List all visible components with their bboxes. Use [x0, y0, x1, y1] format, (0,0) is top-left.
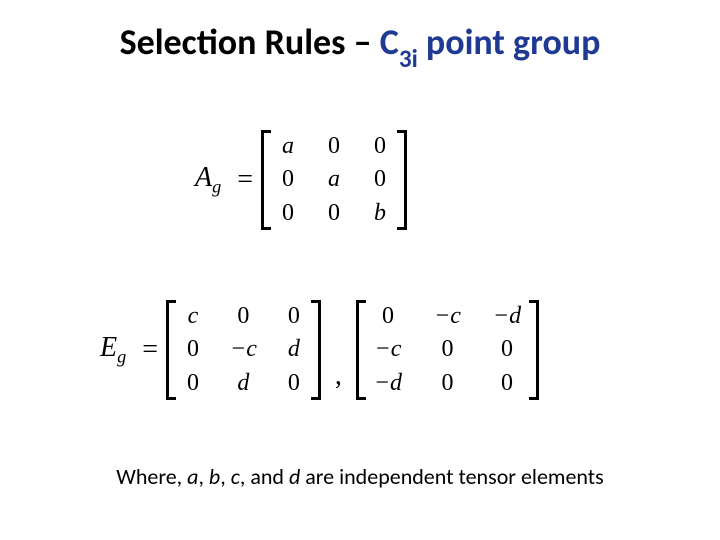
- slide-title: Selection Rules – C3i point group: [0, 20, 720, 69]
- eg-matrix-2: 0 −c −d −c 0 0 −d 0 0: [356, 300, 539, 400]
- cell: 0: [230, 303, 257, 330]
- eg-matrix-1: c 0 0 0 −c d 0 d 0: [166, 300, 321, 400]
- right-bracket: [395, 130, 407, 230]
- cell: 0: [279, 200, 297, 227]
- cell: 0: [285, 370, 303, 397]
- footer-text: Where, a, b, c, and d are independent te…: [0, 463, 720, 490]
- cell: −c: [230, 336, 257, 363]
- eg-lhs: Eg: [100, 332, 126, 368]
- cell: 0: [325, 200, 343, 227]
- cell: 0: [493, 336, 521, 363]
- cell: −d: [493, 303, 521, 330]
- right-bracket: [527, 300, 539, 400]
- eg-m2-cells: 0 −c −d −c 0 0 −d 0 0: [368, 300, 527, 400]
- title-prefix: Selection Rules –: [120, 20, 380, 64]
- cell: 0: [493, 370, 521, 397]
- footer-sep: , and: [240, 463, 289, 490]
- ag-cells: a 0 0 0 a 0 0 0 b: [273, 130, 395, 230]
- equals-sign: =: [142, 334, 158, 366]
- cell: 0: [371, 166, 389, 193]
- title-subscript: 3i: [399, 43, 418, 74]
- cell: 0: [325, 133, 343, 160]
- left-bracket: [261, 130, 273, 230]
- comma-separator: ,: [335, 360, 342, 400]
- ag-symbol: A: [195, 162, 212, 193]
- footer-d: d: [289, 463, 300, 490]
- cell: a: [279, 133, 297, 160]
- ag-equation: Ag = a 0 0 0 a 0 0 0 b: [195, 130, 407, 230]
- footer-sep: ,: [198, 463, 208, 490]
- title-suffix: point group: [418, 20, 601, 64]
- eg-subscript: g: [117, 347, 126, 367]
- cell: 0: [184, 370, 202, 397]
- cell: −d: [374, 370, 402, 397]
- cell: b: [371, 200, 389, 227]
- cell: 0: [434, 336, 461, 363]
- left-bracket: [356, 300, 368, 400]
- ag-matrix: a 0 0 0 a 0 0 0 b: [261, 130, 407, 230]
- cell: 0: [374, 303, 402, 330]
- title-symbol: C3i point group: [380, 20, 601, 64]
- equals-sign: =: [237, 164, 253, 196]
- cell: 0: [434, 370, 461, 397]
- ag-subscript: g: [212, 177, 221, 197]
- cell: a: [325, 166, 343, 193]
- eg-symbol: E: [100, 332, 117, 363]
- cell: 0: [279, 166, 297, 193]
- cell: 0: [285, 303, 303, 330]
- footer-a: a: [187, 463, 198, 490]
- ag-lhs: Ag: [195, 162, 221, 198]
- title-symbol-c: C: [380, 20, 399, 64]
- cell: −c: [374, 336, 402, 363]
- footer-post: are independent tensor elements: [300, 463, 603, 490]
- cell: d: [285, 336, 303, 363]
- footer-sep: ,: [220, 463, 230, 490]
- cell: −c: [434, 303, 461, 330]
- footer-c: c: [231, 463, 240, 490]
- left-bracket: [166, 300, 178, 400]
- cell: 0: [371, 133, 389, 160]
- cell: 0: [184, 336, 202, 363]
- cell: d: [230, 370, 257, 397]
- footer-pre: Where,: [116, 463, 187, 490]
- cell: c: [184, 303, 202, 330]
- eg-m1-cells: c 0 0 0 −c d 0 d 0: [178, 300, 309, 400]
- footer-b: b: [209, 463, 220, 490]
- right-bracket: [309, 300, 321, 400]
- eg-equation: Eg = c 0 0 0 −c d 0 d 0 , 0 −c −d −c 0 0…: [100, 300, 539, 400]
